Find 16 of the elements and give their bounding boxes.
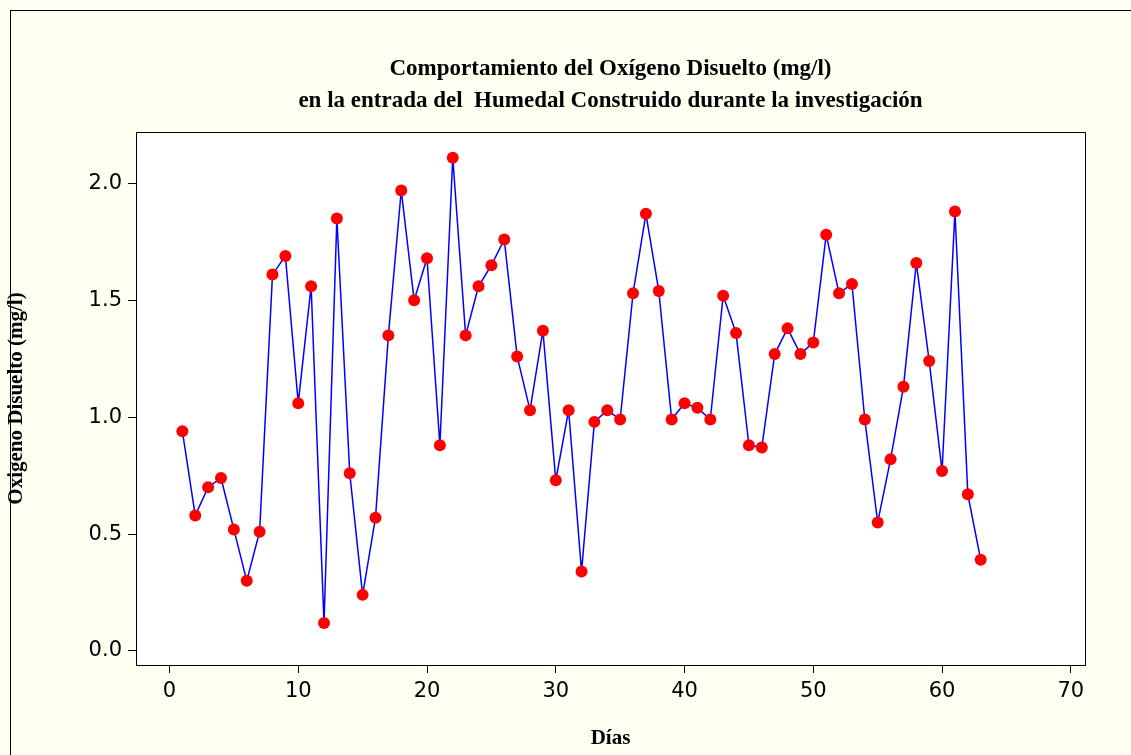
y-tick-label: 0.0 (88, 637, 122, 662)
y-tick-label: 1.0 (88, 403, 122, 428)
y-tick-label: 0.5 (88, 520, 122, 545)
x-tick-label: 50 (799, 678, 827, 703)
x-tick-label: 30 (542, 678, 570, 703)
x-tick-label: 0 (162, 678, 177, 703)
chart-title: Comportamiento del Oxígeno Disuelto (mg/l) en la entrada del Humedal Construido durante la investigación (298, 54, 923, 112)
x-tick-label: 40 (671, 678, 698, 703)
x-tick-label: 20 (413, 678, 441, 703)
y-axis-title: Oxigeno Disuelto (mg/l) (3, 292, 28, 505)
x-axis-title: Días (590, 724, 631, 749)
y-tick-label: 2.0 (88, 169, 122, 194)
x-tick-label: 60 (928, 678, 956, 703)
x-tick-label: 70 (1057, 678, 1085, 703)
x-tick-label: 10 (284, 678, 312, 703)
y-tick-label: 1.5 (88, 286, 122, 311)
